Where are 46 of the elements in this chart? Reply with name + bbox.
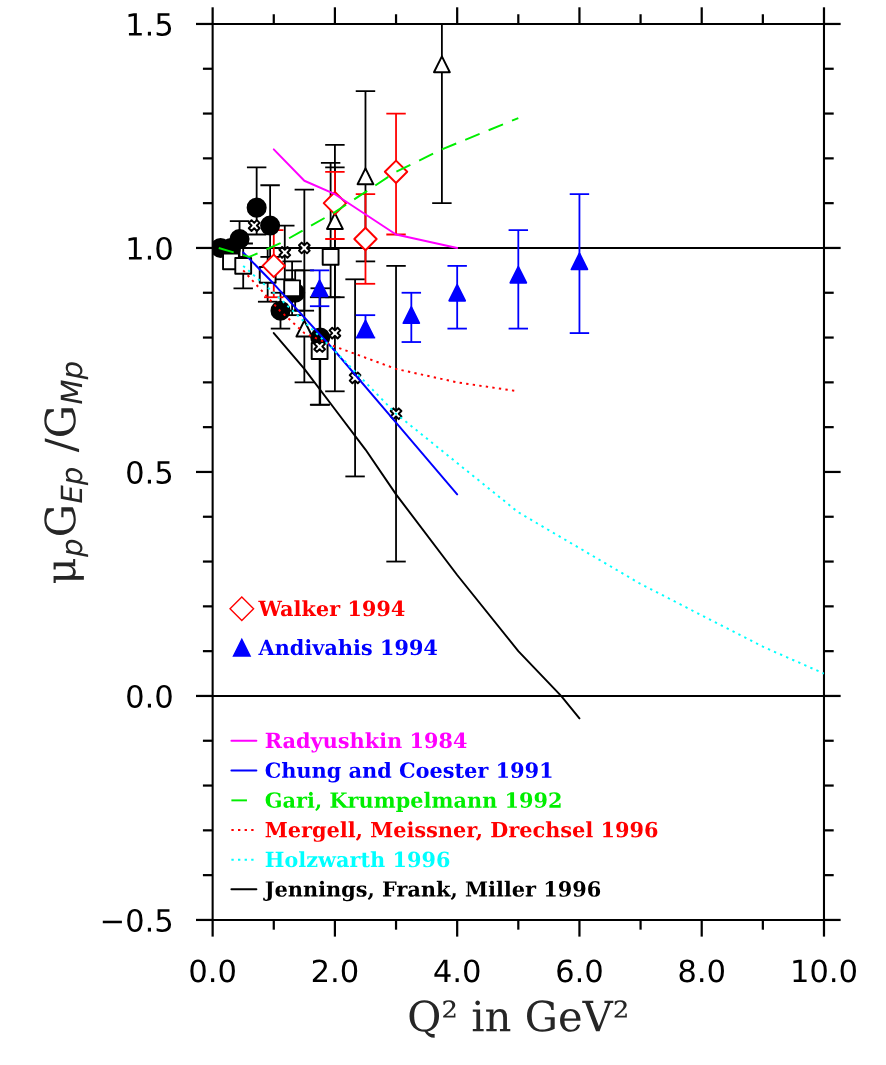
point — [356, 319, 375, 338]
point — [247, 219, 261, 232]
point — [260, 215, 281, 236]
legend-label: Holzwarth 1996 — [265, 851, 450, 868]
line-series — [242, 251, 459, 496]
legend-label: Radyushkin 1984 — [265, 732, 467, 753]
legend-label: Andivahis 1994 — [258, 639, 438, 656]
y-tick-label: −0.5 — [102, 908, 172, 932]
point — [295, 319, 314, 338]
point — [246, 197, 267, 218]
line-series — [272, 148, 459, 249]
y-axis-title: μ$_{p}$G$_{Ep}$ /G$_{Mp}$ — [44, 362, 89, 584]
x-tick-label: 0.0 — [190, 959, 235, 983]
legend-label: Gari, Krumpelmann 1992 — [265, 791, 561, 812]
x-tick-label: 2.0 — [312, 959, 358, 983]
point — [448, 283, 467, 302]
x-tick-label: 4.0 — [434, 959, 480, 983]
point — [229, 228, 250, 250]
x-tick-label: 6.0 — [557, 959, 602, 983]
point — [297, 241, 311, 255]
point — [356, 167, 375, 186]
x-tick-label: 8.0 — [679, 959, 724, 983]
x-tick-label: 10.0 — [793, 959, 856, 983]
point — [326, 212, 344, 230]
point — [402, 306, 421, 325]
point — [570, 252, 589, 271]
point — [353, 226, 378, 252]
y-tick-label: 0.0 — [127, 684, 172, 708]
point — [383, 159, 409, 184]
point — [433, 55, 451, 74]
legend-label: Mergell, Meissner, Drechsel 1996 — [265, 821, 658, 842]
point — [234, 256, 253, 275]
point — [270, 300, 291, 321]
point — [283, 279, 301, 298]
legend-label: Chung and Coester 1991 — [265, 761, 552, 783]
point — [261, 253, 286, 279]
point — [278, 246, 292, 259]
y-tick-label: 1.0 — [128, 236, 172, 260]
legend-label: Jennings, Frank, Miller 1996 — [263, 880, 601, 902]
x-axis-title: Q² in GeV² — [409, 1000, 627, 1038]
y-tick-label: 0.5 — [127, 460, 172, 484]
point — [328, 326, 342, 340]
point — [509, 265, 528, 284]
legend-label: Walker 1994 — [258, 600, 405, 617]
point — [321, 248, 340, 266]
y-tick-label: 1.5 — [128, 13, 172, 37]
